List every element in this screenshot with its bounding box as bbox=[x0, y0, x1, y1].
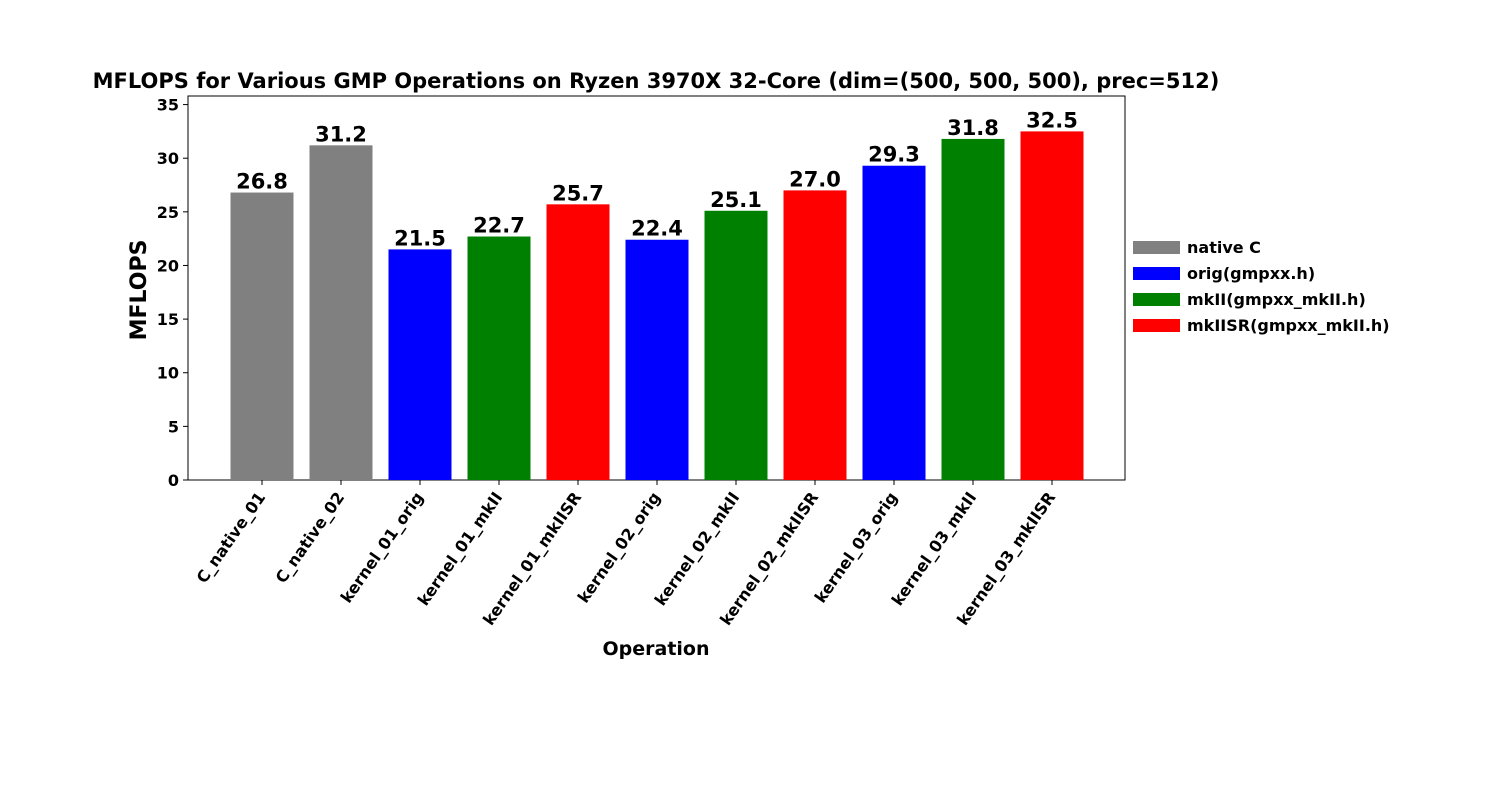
bar-kernel-03-orig bbox=[862, 165, 926, 480]
x-tick-label: kernel_02_orig bbox=[574, 488, 665, 606]
x-tick-label: kernel_02_mkII bbox=[651, 488, 744, 609]
legend-swatch bbox=[1133, 241, 1180, 254]
y-tick-label: 10 bbox=[157, 364, 179, 383]
value-labels-group: 26.8 31.2 21.5 22.7 25.7 22.4 25.1 27.0 29.3 31.8… bbox=[236, 108, 1078, 250]
legend: native C orig(gmpxx.h) mkII(gmpxx_mkII.h)m… bbox=[1133, 238, 1390, 335]
y-axis-label: MFLOPS bbox=[127, 240, 152, 341]
y-tick-label: 25 bbox=[157, 203, 179, 222]
data-label: 25.7 bbox=[552, 181, 604, 205]
bars-group bbox=[230, 131, 1084, 481]
y-tick-label: 15 bbox=[157, 310, 179, 329]
data-label: 32.5 bbox=[1026, 108, 1078, 132]
legend-entry-label: mkII(gmpxx_mkII.h) bbox=[1187, 290, 1366, 309]
data-label: 22.7 bbox=[473, 214, 525, 238]
data-label: 22.4 bbox=[631, 217, 683, 241]
y-tick-label: 35 bbox=[157, 96, 179, 115]
bar-kernel-01-mkii bbox=[467, 236, 531, 480]
data-label: 26.8 bbox=[236, 170, 288, 194]
x-tick-label: kernel_03_orig bbox=[811, 488, 902, 606]
bar-kernel-02-mkiisr bbox=[783, 190, 847, 481]
data-label: 21.5 bbox=[394, 226, 446, 250]
data-label: 25.1 bbox=[710, 188, 762, 212]
data-label: 31.2 bbox=[315, 122, 367, 146]
bar-kernel-03-mkii bbox=[941, 138, 1005, 480]
x-tick-label: C_native_02 bbox=[272, 488, 349, 586]
x-tick-label: kernel_01_mkII bbox=[414, 488, 507, 609]
y-axis: 0 5 10 15 20 25 30 35 bbox=[157, 96, 188, 490]
bar-kernel-01-mkiisr bbox=[546, 204, 610, 480]
bar-c-native-02 bbox=[309, 145, 373, 481]
legend-swatch bbox=[1133, 267, 1180, 280]
y-tick-label: 5 bbox=[168, 417, 179, 436]
x-tick-label: kernel_03_mkII bbox=[888, 488, 981, 609]
x-axis-label: Operation bbox=[602, 638, 709, 660]
legend-swatch bbox=[1133, 319, 1180, 332]
data-label: 31.8 bbox=[947, 116, 999, 140]
legend-entry-label: native C bbox=[1187, 238, 1261, 257]
bar-c-native-01 bbox=[230, 192, 294, 480]
legend-entry-label: mkIISR(gmpxx_mkII.h) bbox=[1187, 316, 1390, 335]
bar-kernel-02-mkii bbox=[704, 210, 768, 481]
bar-kernel-03-mkiisr bbox=[1020, 131, 1084, 480]
legend-entry-label: orig(gmpxx.h) bbox=[1187, 264, 1315, 283]
x-tick-label: kernel_01_orig bbox=[337, 488, 428, 606]
x-tick-label: C_native_01 bbox=[193, 488, 270, 586]
y-tick-label: 30 bbox=[157, 149, 179, 168]
legend-swatch bbox=[1133, 293, 1180, 306]
x-axis: C_native_01 C_native_02kernel_01_origkern… bbox=[193, 480, 1059, 629]
data-label: 27.0 bbox=[789, 167, 841, 191]
data-label: 29.3 bbox=[868, 143, 920, 167]
bar-kernel-01-orig bbox=[388, 249, 452, 480]
chart-title: MFLOPS for Various GMP Operations on Ryz… bbox=[93, 69, 1220, 93]
y-tick-label: 0 bbox=[168, 471, 179, 490]
y-tick-label: 20 bbox=[157, 256, 179, 275]
bar-kernel-02-orig bbox=[625, 239, 689, 480]
